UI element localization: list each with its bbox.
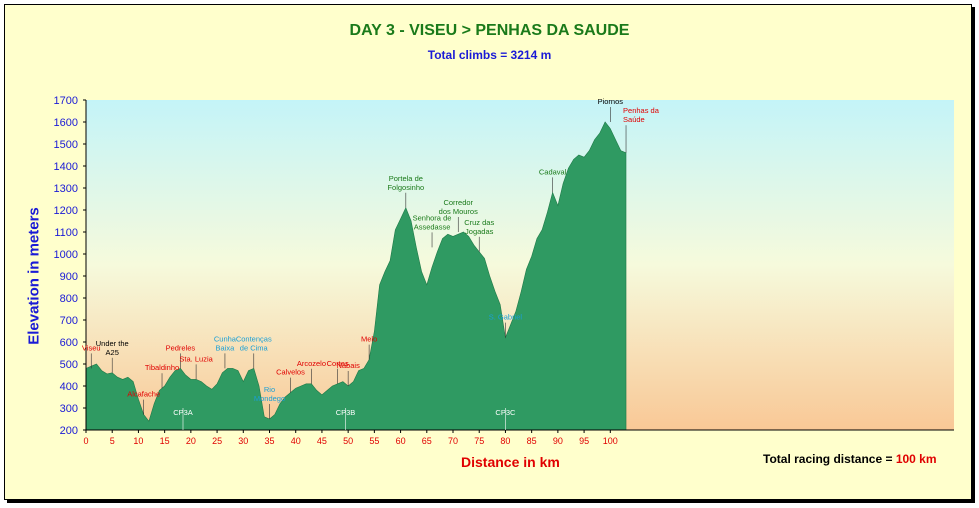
annotation-label: Viseu [82,343,101,352]
total-distance-label: Total racing distance = [763,452,896,466]
annotation-label: Baixa [216,343,236,352]
y-tick-label: 700 [60,315,78,327]
y-tick-label: 900 [60,271,78,283]
x-tick-label: 95 [579,436,589,446]
annotation-label: Sta. Luzia [179,354,213,363]
checkpoint-label: CP3C [495,408,516,417]
x-tick-label: 35 [264,436,274,446]
total-distance: Total racing distance = 100 km [763,452,937,466]
annotation-label: Under the [96,339,129,348]
y-tick-label: 800 [60,293,78,305]
y-tick-label: 1600 [54,117,78,129]
annotation-label: Calvelos [276,368,305,377]
x-tick-label: 55 [369,436,379,446]
checkpoint-label: CP3B [336,408,356,417]
x-axis-label: Distance in km [461,454,560,470]
annotation-label: Senhora de [413,213,452,222]
annotation-label: Melo [361,335,377,344]
elevation-area [85,121,627,431]
x-tick-label: 60 [396,436,406,446]
chart-title: DAY 3 - VISEU > PENHAS DA SAUDE [349,22,630,39]
y-tick-label: 1500 [54,139,78,151]
annotation-label: Cunha [214,334,237,343]
x-tick-label: 10 [133,436,143,446]
annotation-label: Cortes [327,359,349,368]
annotation-label: Saúde [623,115,645,124]
annotation-label: Contenças [236,334,272,343]
y-tick-label: 1400 [54,161,78,173]
x-tick-label: 30 [238,436,248,446]
annotation-label: dos Mouros [439,207,478,216]
y-tick-label: 1700 [54,95,78,107]
annotation-label: A25 [106,348,119,357]
y-tick-label: 1200 [54,205,78,217]
annotation-label: Piornos [598,97,624,106]
x-tick-label: 50 [343,436,353,446]
x-tick-label: 15 [160,436,170,446]
annotation-label: Cadaval [539,167,567,176]
x-tick-label: 75 [474,436,484,446]
x-tick-label: 25 [212,436,222,446]
x-tick-label: 90 [553,436,563,446]
annotation-label: Jogadas [465,227,494,236]
x-tick-label: 5 [110,436,115,446]
chart-subtitle: Total climbs = 3214 m [427,48,552,62]
x-tick-label: 20 [186,436,196,446]
annotation-label: Mondego [254,394,285,403]
x-tick-label: 80 [500,436,510,446]
y-tick-label: 1000 [54,249,78,261]
checkpoint-label: CP3A [173,408,193,417]
annotation-label: Rio [264,385,275,394]
y-tick-label: 1100 [54,227,78,239]
annotation-label: Arcozelo [297,359,326,368]
annotation-label: Corredor [443,198,473,207]
x-tick-label: 45 [317,436,327,446]
y-tick-label: 400 [60,381,78,393]
total-distance-value: 100 km [895,452,937,466]
y-tick-label: 200 [60,425,78,437]
annotation-label: Portela de [389,174,423,183]
annotation-label: de Cima [240,343,269,352]
annotation-label: Pedreles [166,343,196,352]
y-tick-label: 500 [60,359,78,371]
x-tick-label: 40 [291,436,301,446]
annotation-label: Penhas da [623,106,660,115]
annotation-label: Alcafache [127,390,160,399]
annotation-label: S. Gabriel [489,313,523,322]
annotation-label: Assedasse [414,222,451,231]
annotation-label: Nabais [336,361,360,370]
annotation-label: Folgosinho [387,183,424,192]
annotation-label: Cruz das [464,218,494,227]
x-tick-label: 85 [527,436,537,446]
x-tick-label: 100 [603,436,618,446]
y-tick-label: 1300 [54,183,78,195]
y-tick-label: 600 [60,337,78,349]
annotation-label: Tibaldinho [145,363,179,372]
y-tick-label: 300 [60,403,78,415]
x-tick-label: 70 [448,436,458,446]
x-tick-label: 0 [83,436,88,446]
x-tick-label: 65 [422,436,432,446]
